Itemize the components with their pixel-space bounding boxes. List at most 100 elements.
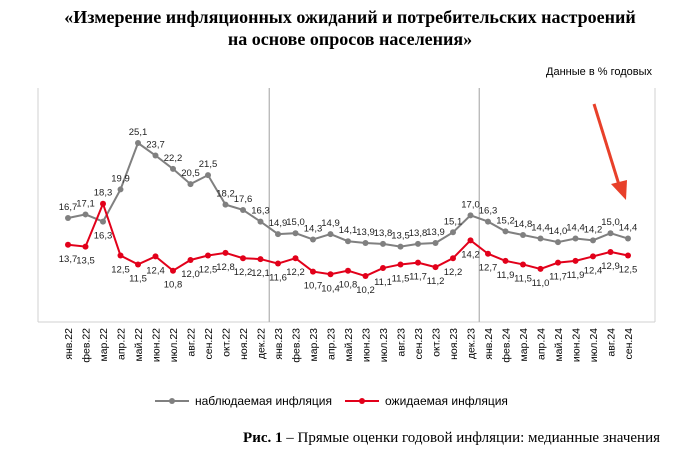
expected-inflation-point: [607, 248, 614, 255]
observed-inflation-label: 16,3: [94, 231, 113, 242]
observed-inflation-point: [380, 240, 386, 247]
expected-inflation-point: [555, 259, 561, 266]
title-line-1: «Измерение инфляционных ожиданий и потре…: [64, 7, 636, 27]
observed-inflation-label: 17,6: [234, 194, 253, 205]
observed-inflation-label: 15,2: [496, 215, 515, 226]
x-tick-label: мар.24: [518, 328, 530, 362]
expected-inflation-point: [467, 237, 474, 244]
expected-inflation-point: [205, 252, 211, 259]
observed-inflation-point: [82, 211, 89, 218]
expected-inflation-label: 12,1: [251, 268, 270, 279]
expected-inflation-label: 12,2: [286, 267, 305, 278]
observed-inflation-label: 16,7: [59, 202, 78, 213]
observed-inflation-point: [65, 215, 71, 222]
observed-inflation-label: 22,2: [164, 153, 183, 164]
observed-inflation-point: [625, 235, 631, 242]
observed-inflation-label: 15,0: [286, 217, 305, 228]
expected-inflation-point: [170, 267, 176, 274]
x-tick-label: дек.22: [256, 328, 268, 359]
x-tick-label: окт.22: [221, 328, 233, 357]
x-tick-label: июл.22: [168, 328, 180, 362]
legend-expected-inflation: ожидаемая инфляция: [385, 394, 508, 408]
expected-inflation-point: [537, 265, 544, 272]
legend-marker: [169, 398, 175, 404]
observed-inflation-label: 21,5: [199, 159, 218, 170]
observed-inflation-point: [240, 206, 246, 213]
caption-text: – Прямые оценки годовой инфляции: медиан…: [282, 430, 660, 446]
expected-inflation-label: 10,4: [321, 283, 340, 294]
observed-inflation-label: 16,3: [479, 206, 498, 217]
expected-inflation-point: [240, 255, 246, 262]
observed-inflation-point: [485, 218, 491, 225]
observed-inflation-point: [327, 231, 334, 238]
x-tick-label: фев.23: [291, 328, 303, 363]
observed-inflation-label: 14,1: [339, 225, 358, 236]
x-tick-label: мар.23: [308, 328, 320, 362]
x-tick-label: фев.22: [81, 328, 93, 363]
expected-inflation-point: [82, 243, 89, 250]
observed-inflation-label: 14,4: [619, 223, 638, 234]
expected-inflation-point: [135, 261, 141, 268]
observed-inflation-point: [555, 239, 561, 246]
expected-inflation-label: 11,7: [549, 272, 567, 283]
observed-inflation-label: 13,9: [426, 227, 445, 238]
expected-inflation-point: [100, 200, 106, 207]
expected-inflation-point: [397, 261, 404, 268]
x-tick-label: окт.23: [431, 328, 443, 357]
expected-inflation-label: 12,5: [199, 265, 218, 276]
expected-inflation-point: [292, 255, 299, 262]
observed-inflation-point: [275, 231, 281, 238]
expected-inflation-label: 12,0: [181, 269, 200, 280]
observed-inflation-point: [292, 230, 299, 237]
observed-inflation-point: [222, 201, 229, 208]
x-tick-label: май.24: [553, 328, 565, 362]
x-tick-label: сен.22: [203, 328, 215, 360]
expected-inflation-point: [152, 253, 159, 260]
x-tick-label: янв.22: [63, 328, 75, 360]
expected-inflation-point: [520, 261, 526, 268]
expected-inflation-label: 11,5: [129, 273, 147, 284]
observed-inflation-label: 13,8: [374, 228, 393, 239]
x-tick-label: авг.22: [186, 328, 198, 357]
annotation-arrow-shaft: [592, 103, 622, 189]
observed-inflation-label: 23,7: [146, 140, 165, 151]
x-tick-label: май.22: [133, 328, 145, 362]
expected-inflation-point: [502, 257, 509, 264]
observed-inflation-label: 14,2: [584, 224, 603, 235]
observed-inflation-label: 17,1: [76, 198, 95, 209]
observed-inflation-label: 19,9: [111, 173, 130, 184]
expected-inflation-label: 11,7: [409, 272, 427, 283]
observed-inflation-label: 14,8: [514, 219, 533, 230]
expected-inflation-label: 13,5: [76, 256, 95, 267]
x-tick-label: сен.23: [413, 328, 425, 360]
expected-inflation-point: [327, 271, 334, 278]
expected-inflation-point: [65, 241, 71, 248]
expected-inflation-point: [257, 256, 264, 263]
units-label: Данные в % годовых: [546, 66, 652, 78]
observed-inflation-point: [432, 240, 439, 247]
observed-inflation-point: [310, 236, 316, 243]
expected-inflation-point: [187, 256, 194, 263]
x-tick-label: авг.23: [396, 328, 408, 357]
observed-inflation-point: [590, 237, 596, 244]
expected-inflation-label: 18,3: [94, 188, 113, 199]
observed-inflation-label: 20,5: [181, 168, 200, 179]
x-tick-label: фев.24: [501, 328, 513, 363]
x-tick-label: дек.23: [466, 328, 478, 359]
observed-inflation-label: 15,1: [444, 216, 463, 227]
expected-inflation-label: 12,2: [234, 267, 253, 278]
x-tick-label: сен.24: [623, 328, 635, 360]
expected-inflation-point: [117, 252, 124, 259]
expected-inflation-label: 10,8: [164, 280, 183, 291]
observed-inflation-label: 14,0: [549, 226, 568, 237]
x-tick-label: янв.23: [273, 328, 285, 360]
x-tick-label: мар.22: [98, 328, 110, 362]
x-tick-label: апр.24: [536, 328, 548, 360]
expected-inflation-point: [345, 267, 351, 274]
x-tick-label: июл.24: [588, 328, 600, 362]
expected-inflation-label: 12,7: [479, 263, 498, 274]
expected-inflation-label: 14,2: [461, 249, 480, 260]
expected-inflation-label: 11,6: [269, 273, 287, 284]
observed-inflation-point: [520, 231, 526, 238]
